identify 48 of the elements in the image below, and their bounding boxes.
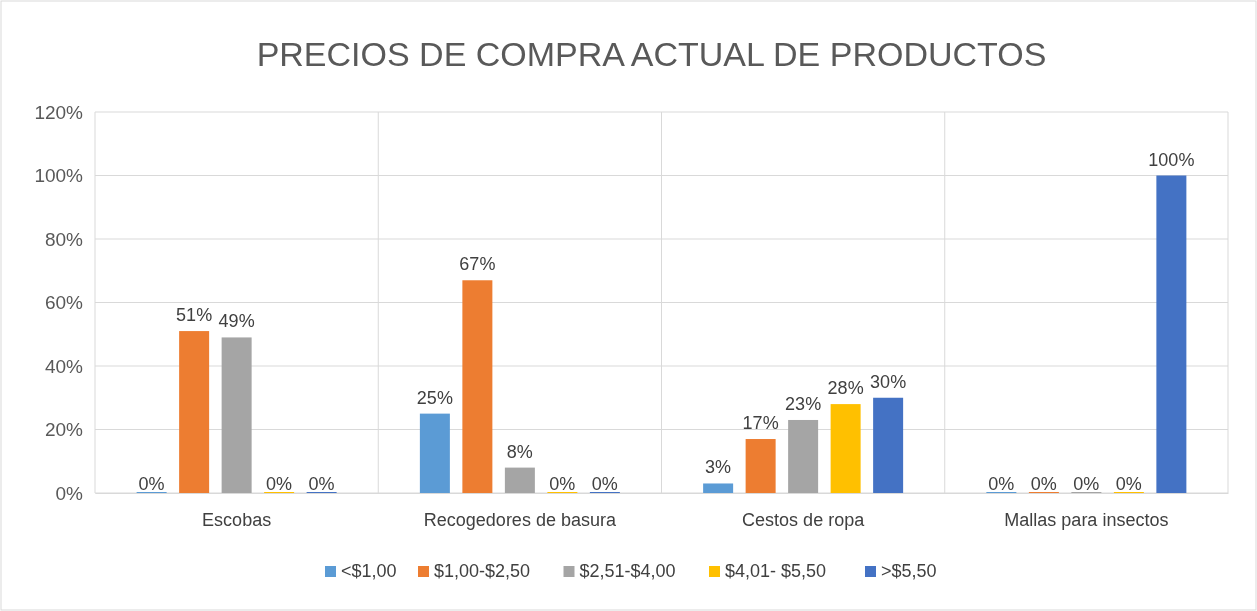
bar	[703, 483, 734, 493]
data-label: 0%	[266, 474, 293, 494]
data-label: 8%	[506, 441, 533, 462]
data-label: 30%	[870, 371, 907, 392]
legend-label: >$5,50	[881, 561, 937, 581]
y-tick-label: 120%	[34, 101, 84, 123]
data-label: 3%	[705, 457, 732, 478]
bar	[419, 413, 450, 493]
y-tick-label: 0%	[55, 482, 84, 504]
data-label: 0%	[1030, 474, 1057, 494]
data-label: 0%	[591, 474, 618, 494]
data-label: 0%	[308, 474, 335, 494]
bar	[504, 467, 535, 493]
data-label: 0%	[988, 474, 1015, 494]
data-label: 0%	[138, 474, 165, 494]
bar	[745, 439, 776, 493]
bar	[1156, 175, 1187, 493]
bar	[462, 280, 493, 493]
legend-label: $1,00-$2,50	[434, 561, 531, 581]
data-label: 67%	[459, 254, 496, 275]
bar	[788, 419, 819, 493]
y-tick-label: 100%	[34, 165, 84, 187]
y-tick-label: 40%	[44, 355, 84, 377]
x-tick-label: Escobas	[202, 509, 272, 530]
x-tick-label: Mallas para insectos	[1004, 509, 1169, 530]
y-tick-label: 60%	[44, 292, 84, 314]
bar	[221, 337, 252, 493]
y-tick-label: 80%	[44, 228, 84, 250]
data-label: 28%	[827, 378, 864, 399]
legend-label: $4,01- $5,50	[725, 561, 827, 581]
chart-title: PRECIOS DE COMPRA ACTUAL DE PRODUCTOS	[256, 35, 1047, 73]
data-label: 49%	[218, 311, 255, 332]
data-label: 51%	[176, 305, 213, 326]
data-label: 17%	[742, 413, 779, 434]
data-label: 0%	[549, 474, 576, 494]
y-tick-label: 20%	[44, 419, 84, 441]
bar	[830, 404, 861, 493]
legend-label: <$1,00	[341, 561, 397, 581]
data-label: 0%	[1073, 474, 1100, 494]
x-tick-label: Recogedores de basura	[423, 509, 617, 530]
x-tick-label: Cestos de ropa	[742, 509, 866, 530]
data-label: 100%	[1148, 149, 1195, 170]
data-label: 23%	[785, 393, 822, 414]
legend-label: $2,51-$4,00	[579, 561, 676, 581]
data-label: 0%	[1115, 474, 1142, 494]
data-label: 25%	[416, 387, 453, 408]
bar	[179, 331, 210, 493]
bar	[873, 397, 904, 493]
